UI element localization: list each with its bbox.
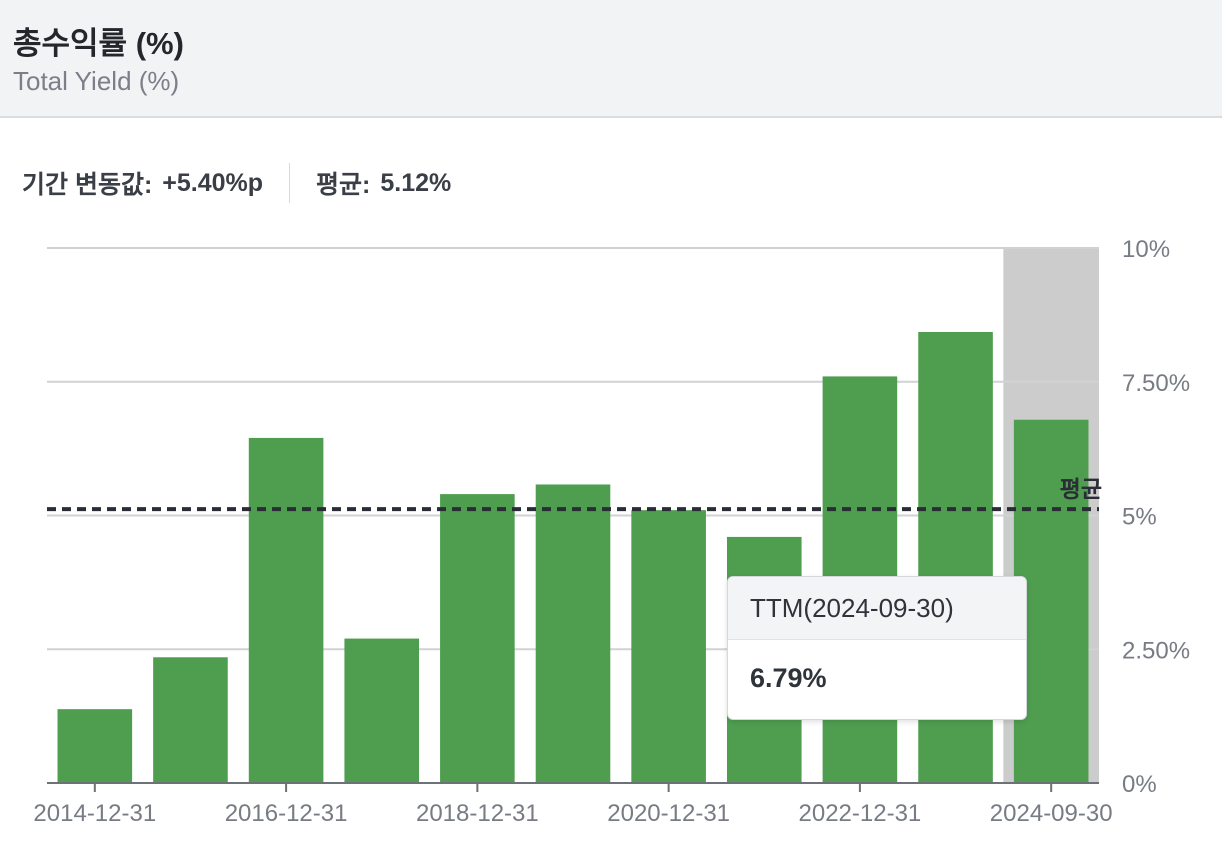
bar [440,494,515,783]
y-tick-label: 5% [1122,504,1157,531]
chart-tooltip: TTM(2024-09-30) 6.79% [727,576,1027,720]
x-tick-label: 2022-12-31 [799,800,922,827]
bar [153,657,228,783]
page-title: 총수익률 (%) [13,26,184,61]
average-line-label: 평균 [1060,477,1102,503]
tooltip-value: 6.79% [750,663,827,693]
tooltip-title: TTM(2024-09-30) [728,577,1026,640]
x-tick-label: 2020-12-31 [607,800,730,827]
average-value: 5.12% [380,168,452,197]
y-tick-label: 7.50% [1122,370,1190,397]
x-tick-label: 2016-12-31 [225,800,348,827]
bar [344,638,420,783]
bar [248,437,324,783]
average-label: 평균: [316,171,371,199]
stats-divider [289,163,291,203]
change-value: +5.40%p [162,168,264,197]
y-tick-label: 10% [1122,236,1170,263]
stats-bar: 기간 변동값: +5.40%p 평균: 5.12% [22,163,451,203]
x-tick-label: 2024-09-30 [990,800,1113,827]
x-tick-label: 2018-12-31 [416,800,539,827]
bar [631,510,706,783]
bar [535,484,611,783]
bar [57,709,133,783]
header: 총수익률 (%) Total Yield (%) [0,0,1222,118]
x-tick-label: 2014-12-31 [33,800,156,827]
y-tick-label: 2.50% [1122,637,1190,664]
y-tick-label: 0% [1122,771,1157,798]
change-label: 기간 변동값: [22,171,153,199]
page-subtitle: Total Yield (%) [13,66,180,96]
